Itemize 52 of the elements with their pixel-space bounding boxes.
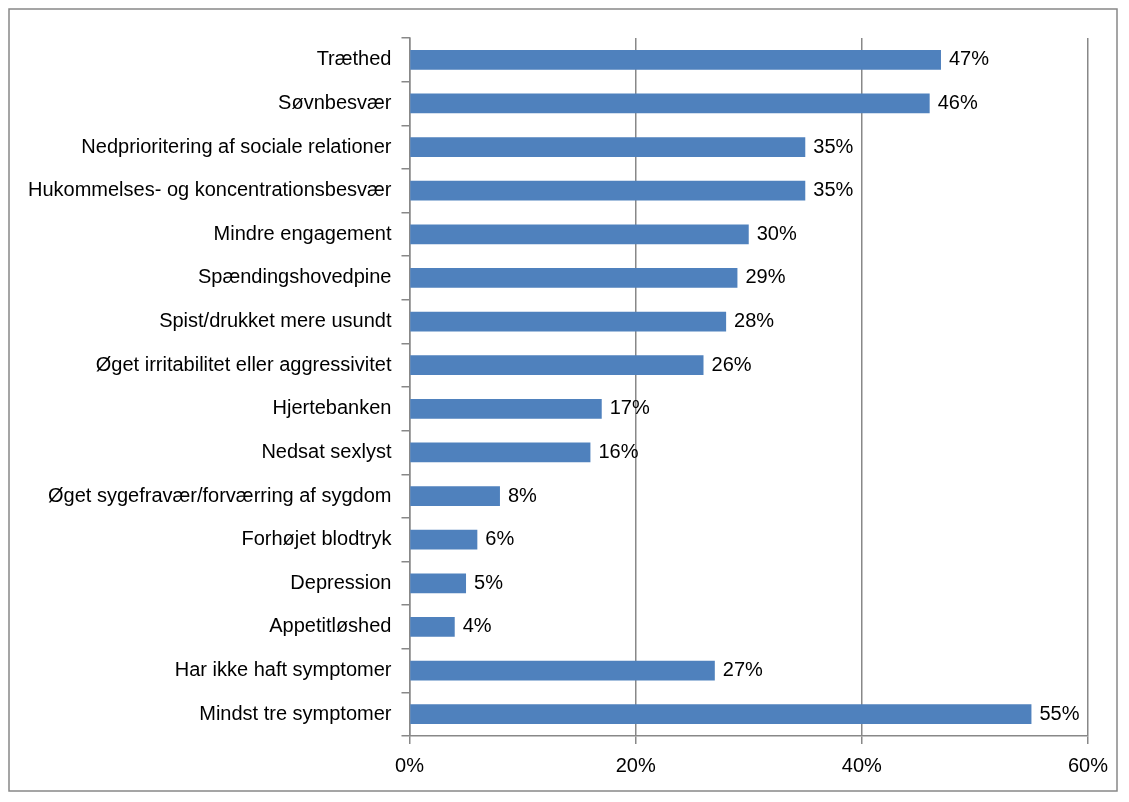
data-label: 26% bbox=[711, 352, 752, 375]
data-label: 6% bbox=[485, 527, 515, 550]
y-tick-label: Hjertebanken bbox=[272, 396, 392, 419]
data-label: 35% bbox=[813, 134, 854, 157]
y-tick-label: Øget sygefravær/forværring af sygdom bbox=[48, 483, 392, 506]
y-tick-label: Træthed bbox=[316, 47, 392, 70]
data-label: 30% bbox=[756, 221, 797, 244]
bar bbox=[410, 704, 1032, 724]
bar bbox=[410, 311, 727, 332]
bar bbox=[410, 93, 930, 114]
bar bbox=[410, 355, 704, 375]
y-tick-label: Depression bbox=[290, 570, 392, 593]
bar bbox=[410, 442, 591, 463]
bar bbox=[410, 180, 806, 201]
y-tick-label: Nedprioritering af sociale relationer bbox=[81, 134, 392, 157]
y-tick-label: Har ikke haft symptomer bbox=[174, 658, 392, 681]
data-label: 5% bbox=[474, 570, 504, 593]
y-tick-label: Spændingshovedpine bbox=[197, 265, 392, 288]
bar bbox=[410, 660, 715, 681]
data-label: 27% bbox=[722, 658, 764, 681]
bar bbox=[410, 617, 455, 637]
data-label: 28% bbox=[734, 309, 775, 332]
y-tick-label: Hukommelses- og koncentrationsbesvær bbox=[27, 178, 392, 201]
bar bbox=[410, 399, 602, 419]
x-tick-label: 20% bbox=[615, 753, 656, 776]
y-tick-label: Appetitløshed bbox=[269, 614, 392, 637]
data-label: 35% bbox=[813, 178, 854, 201]
bar bbox=[410, 224, 749, 245]
bar bbox=[410, 486, 500, 506]
data-label: 8% bbox=[507, 483, 538, 506]
data-label: 46% bbox=[937, 90, 978, 113]
y-tick-label: Mindst tre symptomer bbox=[199, 701, 392, 724]
data-label: 47% bbox=[948, 47, 990, 70]
x-tick-label: 40% bbox=[841, 753, 883, 776]
y-tick-label: Nedsat sexlyst bbox=[261, 439, 392, 462]
data-label: 29% bbox=[745, 265, 786, 288]
y-tick-label: Øget irritabilitet eller aggressivitet bbox=[95, 352, 392, 375]
bar bbox=[410, 50, 941, 70]
y-tick-label: Forhøjet blodtryk bbox=[241, 527, 393, 550]
y-tick-label: Spist/drukket mere usundt bbox=[159, 309, 392, 332]
bar bbox=[410, 137, 806, 157]
bar bbox=[410, 529, 478, 550]
y-tick-label: Søvnbesvær bbox=[278, 90, 392, 113]
bar bbox=[410, 573, 467, 594]
data-label: 4% bbox=[462, 614, 492, 637]
data-label: 17% bbox=[609, 396, 650, 419]
x-tick-label: 0% bbox=[395, 753, 425, 776]
data-label: 16% bbox=[598, 439, 639, 462]
x-tick-label: 60% bbox=[1067, 753, 1109, 776]
y-tick-label: Mindre engagement bbox=[213, 221, 392, 244]
bar bbox=[410, 268, 738, 288]
data-label: 55% bbox=[1039, 701, 1080, 724]
